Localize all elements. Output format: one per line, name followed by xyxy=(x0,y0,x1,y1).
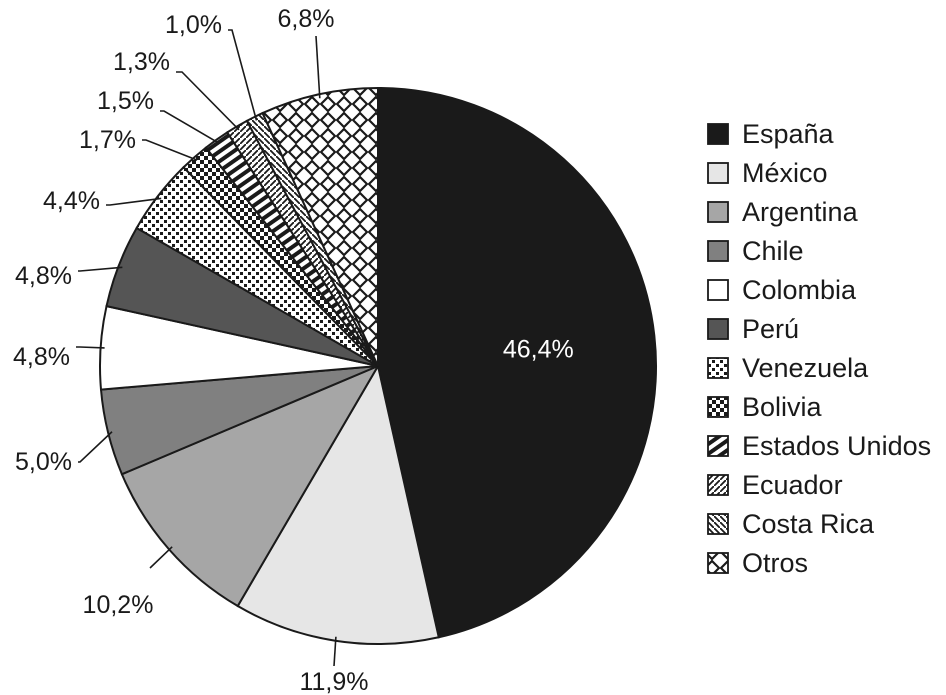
slice-label-costa-rica: 1,0% xyxy=(165,11,222,39)
leader-line-chile xyxy=(78,431,113,463)
leader-line-ecuador xyxy=(176,71,240,131)
legend-swatch-peru xyxy=(707,318,729,340)
legend-swatch-ecuador xyxy=(707,474,729,496)
legend-swatch-argentina xyxy=(707,201,729,223)
legend: España México Argentina Chile Colombia Perú Ve… xyxy=(707,119,931,578)
legend-swatch-estados-unidos xyxy=(707,435,729,457)
legend-label-colombia: Colombia xyxy=(742,275,857,305)
legend-swatch-colombia xyxy=(707,279,729,301)
legend-label-chile: Chile xyxy=(742,236,804,266)
legend-label-mexico: México xyxy=(742,158,828,188)
legend-label-costa-rica: Costa Rica xyxy=(742,509,875,539)
leader-line-costa-rica xyxy=(228,29,258,121)
slice-label-peru: 4,8% xyxy=(15,262,72,290)
legend-swatch-costa-rica xyxy=(707,513,729,535)
slice-label-espana: 46,4% xyxy=(503,335,574,363)
legend-label-otros: Otros xyxy=(742,548,808,578)
leader-line-argentina xyxy=(149,546,173,569)
slice-label-otros: 6,8% xyxy=(278,5,335,33)
legend-item-ecuador: Ecuador xyxy=(707,470,843,500)
legend-swatch-venezuela xyxy=(707,357,729,379)
legend-label-peru: Perú xyxy=(742,314,799,344)
legend-swatch-chile xyxy=(707,240,729,262)
slice-label-colombia: 4,8% xyxy=(13,343,70,371)
legend-item-chile: Chile xyxy=(707,236,804,266)
legend-item-peru: Perú xyxy=(707,314,799,344)
pie-slice-espana xyxy=(377,86,657,639)
pie-slices xyxy=(99,86,657,645)
slice-label-estados-unidos: 1,5% xyxy=(97,87,154,115)
legend-label-venezuela: Venezuela xyxy=(742,353,869,383)
legend-item-estados-unidos: Estados Unidos xyxy=(707,431,931,461)
legend-item-otros: Otros xyxy=(707,548,808,578)
legend-swatch-bolivia xyxy=(707,396,729,418)
legend-item-mexico: México xyxy=(707,158,828,188)
pie-leader-lines xyxy=(76,29,337,667)
legend-label-estados-unidos: Estados Unidos xyxy=(742,431,931,461)
legend-label-espana: España xyxy=(742,119,835,149)
slice-label-argentina: 10,2% xyxy=(83,591,154,619)
legend-swatch-otros xyxy=(707,552,729,574)
leader-line-mexico xyxy=(333,636,337,667)
leader-line-estados-unidos xyxy=(160,110,220,144)
slice-label-venezuela: 4,4% xyxy=(43,187,100,215)
slice-label-chile: 5,0% xyxy=(15,448,72,476)
legend-swatch-espana xyxy=(707,123,729,145)
legend-item-bolivia: Bolivia xyxy=(707,392,823,422)
leader-line-colombia xyxy=(76,346,105,349)
legend-item-costa-rica: Costa Rica xyxy=(707,509,875,539)
legend-swatch-mexico xyxy=(707,162,729,184)
leader-line-otros xyxy=(315,35,321,99)
slice-label-mexico: 11,9% xyxy=(299,668,368,695)
leader-line-peru xyxy=(78,266,123,272)
slice-label-ecuador: 1,3% xyxy=(113,48,170,76)
legend-item-venezuela: Venezuela xyxy=(707,353,869,383)
slice-label-bolivia: 1,7% xyxy=(79,126,136,154)
leader-line-bolivia xyxy=(142,139,198,161)
legend-label-argentina: Argentina xyxy=(742,197,859,227)
pie-value-labels: 46,4% 11,9% 10,2% 5,0% 4,8% 4,8% 4,4% 1,7% 1,5% 1… xyxy=(13,5,574,695)
legend-label-bolivia: Bolivia xyxy=(742,392,823,422)
legend-item-argentina: Argentina xyxy=(707,197,859,227)
legend-item-espana: España xyxy=(707,119,835,149)
legend-item-colombia: Colombia xyxy=(707,275,857,305)
leader-line-venezuela xyxy=(106,197,162,206)
legend-label-ecuador: Ecuador xyxy=(742,470,843,500)
